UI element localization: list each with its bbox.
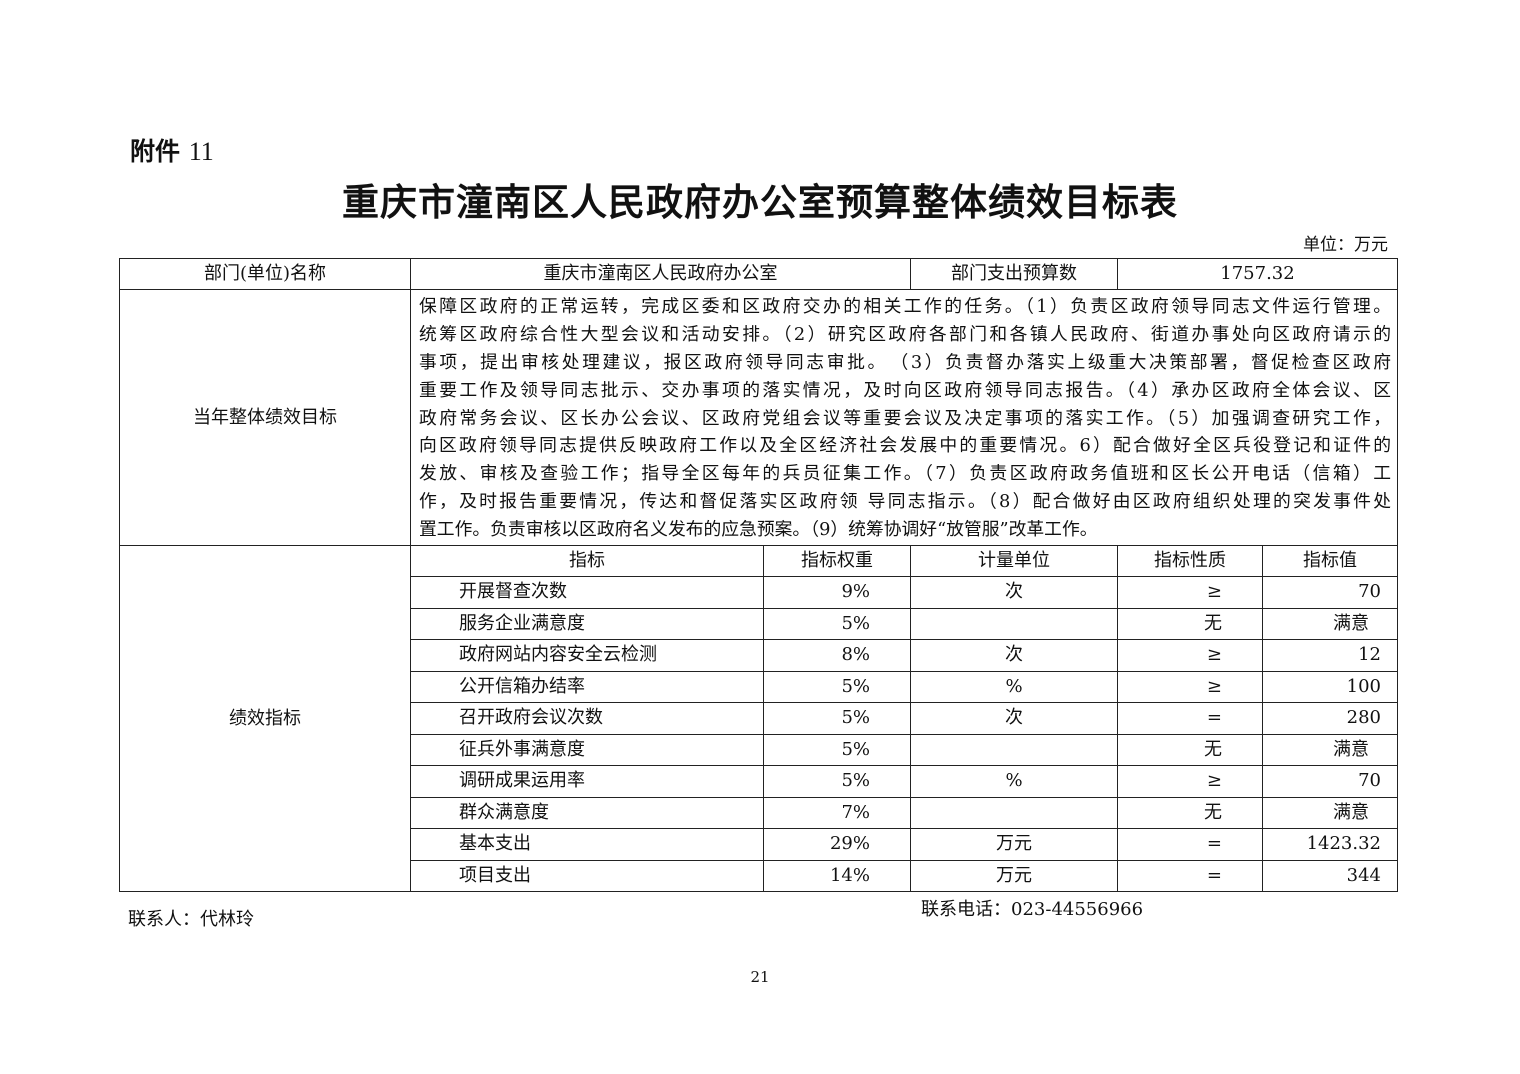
table-row: 征兵外事满意度 5% 无满意	[120, 733, 1398, 766]
table-cell: 征兵外事满意度	[410, 733, 764, 766]
table-cell: 无	[1117, 607, 1263, 640]
table-cell: 280	[1262, 702, 1398, 735]
metrics-label: 绩效指标	[119, 545, 411, 892]
table-cell: ≥	[1117, 765, 1263, 798]
table-cell: 公开信箱办结率	[410, 670, 764, 703]
table-cell: 100	[1262, 670, 1398, 703]
objective-row: 当年整体绩效目标 保障区政府的正常运转，完成区委和区政府交办的相关工作的任务。（…	[119, 289, 1398, 546]
header-row: 部门(单位)名称 重庆市潼南区人民政府办公室 部门支出预算数 1757.32	[119, 258, 1398, 290]
objective-line: 政府常务会议、区长办公会议、区政府党组会议等重要会议及决定事项的落实工作。（5）…	[419, 407, 1391, 429]
table-cell: 无	[1117, 796, 1263, 829]
table-cell: 基本支出	[410, 828, 764, 861]
table-cell: 开展督查次数	[410, 576, 764, 609]
table-cell: 满意	[1262, 607, 1398, 640]
attachment-text: 附件	[130, 137, 181, 166]
table-cell: 次	[910, 639, 1118, 672]
table-cell: 8%	[763, 639, 911, 672]
table-cell: =	[1117, 828, 1263, 861]
table-cell: 70	[1262, 576, 1398, 609]
objective-line: 作，及时报告重要情况，传达和督促落实区政府领 导同志指示。（8）配合做好由区政府…	[419, 491, 1391, 513]
table-cell: 项目支出	[410, 859, 764, 892]
budget-value: 1757.32	[1117, 258, 1398, 290]
table-cell: 14%	[763, 859, 911, 892]
table-cell: 1423.32	[1262, 828, 1398, 861]
dept-label: 部门(单位)名称	[119, 258, 411, 290]
table-cell: 服务企业满意度	[410, 607, 764, 640]
table-cell: 万元	[910, 828, 1118, 861]
table-cell	[910, 733, 1118, 766]
table-cell: %	[910, 765, 1118, 798]
unit-label: 单位：万元	[1303, 235, 1388, 255]
table-cell: ≥	[1117, 670, 1263, 703]
metrics-header-row: 绩效指标 指标 指标权重 计量单位 指标性质 指标值	[119, 545, 1398, 892]
table-cell: 群众满意度	[410, 796, 764, 829]
contact-person: 联系人：代林玲	[128, 909, 254, 930]
table-cell: 无	[1117, 733, 1263, 766]
table-cell: 9%	[763, 576, 911, 609]
objective-line: 重要工作及领导同志批示、交办事项的落实情况，及时向区政府领导同志报告。（4）承办…	[419, 379, 1391, 401]
table-cell: =	[1117, 859, 1263, 892]
objective-label: 当年整体绩效目标	[119, 289, 411, 546]
table-cell: 12	[1262, 639, 1398, 672]
table-cell: 5%	[763, 607, 911, 640]
table-cell: 召开政府会议次数	[410, 702, 764, 735]
table-cell: 满意	[1262, 796, 1398, 829]
table-cell: 次	[910, 576, 1118, 609]
budget-label: 部门支出预算数	[910, 258, 1118, 290]
table-cell: %	[910, 670, 1118, 703]
attachment-label: 附件 11	[130, 132, 214, 168]
table-cell: 7%	[763, 796, 911, 829]
table-cell: 29%	[763, 828, 911, 861]
contact-phone: 联系电话：023-44556966	[921, 899, 1144, 920]
table-row: 政府网站内容安全云检测 8% 次 ≥12	[120, 639, 1398, 672]
objective-line: 向区政府领导同志提供反映政府工作以及全区经济社会发展中的重要情况。6）配合做好全…	[419, 435, 1391, 457]
objective-line: 置工作。负责审核以区政府名义发布的应急预案。（9）统筹协调好“放管服”改革工作。	[419, 519, 1098, 541]
objective-line: 发放、审核及查验工作；指导全区每年的兵员征集工作。（7）负责区政府政务值班和区长…	[419, 463, 1391, 485]
table-cell: 万元	[910, 859, 1118, 892]
objective-text: 保障区政府的正常运转，完成区委和区政府交办的相关工作的任务。（1）负责区政府领导…	[410, 289, 1398, 546]
table-cell: 5%	[763, 670, 911, 703]
objective-line: 事项，提出审核处理建议，报区政府领导同志审批。 （3）负责督办落实上级重大决策部…	[419, 351, 1391, 373]
column-header: 计量单位	[910, 545, 1118, 577]
table-cell: 5%	[763, 765, 911, 798]
dept-value: 重庆市潼南区人民政府办公室	[410, 258, 911, 290]
column-header: 指标权重	[763, 545, 911, 577]
table-cell: 344	[1262, 859, 1398, 892]
table-cell: 政府网站内容安全云检测	[410, 639, 764, 672]
objective-line: 统筹区政府综合性大型会议和活动安排。（2）研究区政府各部门和各镇人民政府、街道办…	[419, 323, 1391, 345]
table-cell: 次	[910, 702, 1118, 735]
table-cell: 满意	[1262, 733, 1398, 766]
table-cell: ≥	[1117, 639, 1263, 672]
table-cell: 5%	[763, 733, 911, 766]
table-cell: 调研成果运用率	[410, 765, 764, 798]
performance-table: 部门(单位)名称 重庆市潼南区人民政府办公室 部门支出预算数 1757.32 当…	[119, 258, 1398, 892]
attachment-number: 11	[188, 137, 214, 166]
page-number: 21	[750, 968, 770, 986]
table-cell	[910, 796, 1118, 829]
table-row: 服务企业满意度 5% 无满意	[120, 607, 1398, 640]
column-header: 指标性质	[1117, 545, 1263, 577]
table-row: 项目支出 14% 万元 = 344	[120, 859, 1398, 892]
table-cell: ≥	[1117, 576, 1263, 609]
table-row: 开展督查次数 9% 次 ≥70	[120, 576, 1398, 609]
column-header: 指标值	[1262, 545, 1398, 577]
objective-line: 保障区政府的正常运转，完成区委和区政府交办的相关工作的任务。（1）负责区政府领导…	[419, 295, 1391, 317]
column-header: 指标	[410, 545, 764, 577]
table-row: 公开信箱办结率 5%% ≥100	[120, 670, 1398, 703]
table-cell: 70	[1262, 765, 1398, 798]
table-cell: 5%	[763, 702, 911, 735]
page-title: 重庆市潼南区人民政府办公室预算整体绩效目标表	[342, 181, 1178, 224]
table-cell	[910, 607, 1118, 640]
table-cell: =	[1117, 702, 1263, 735]
